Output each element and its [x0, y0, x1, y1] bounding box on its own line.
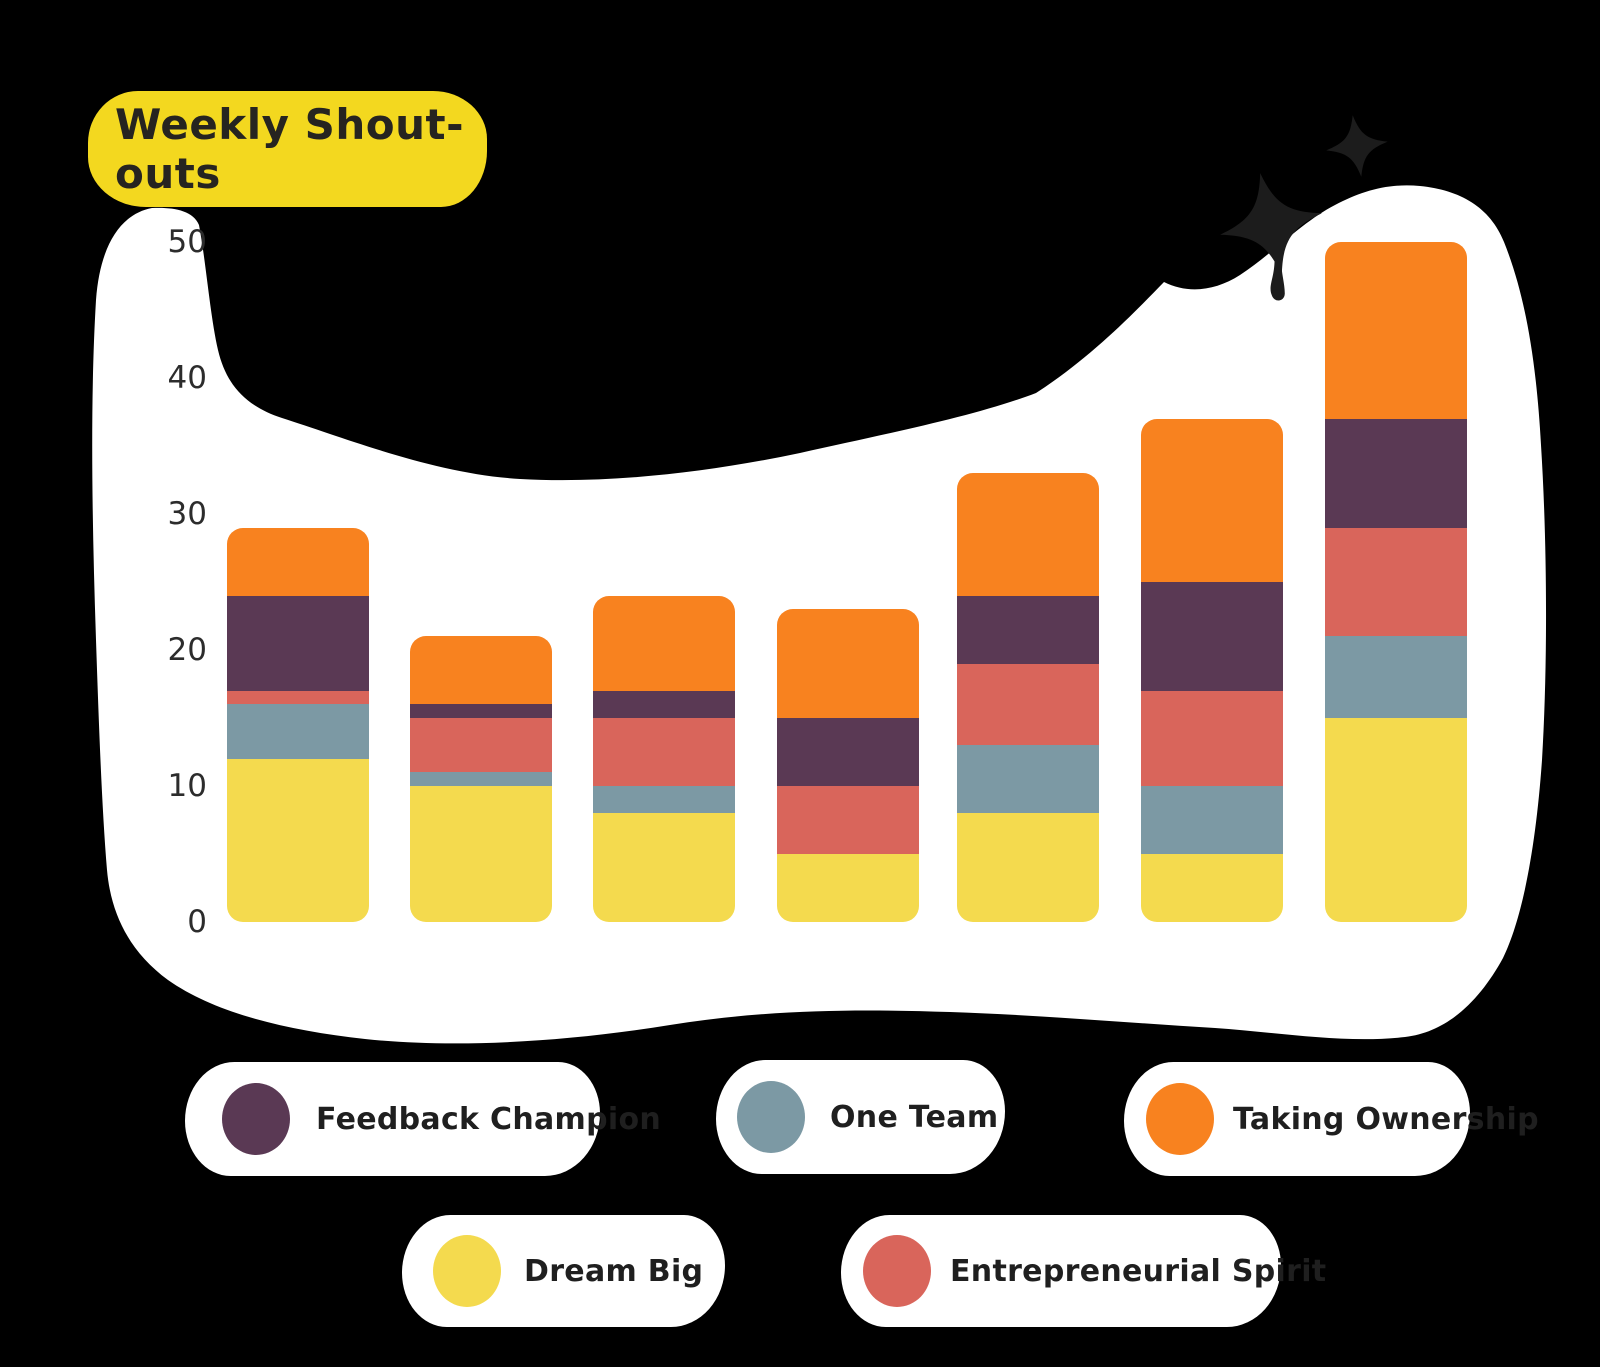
bar-7 [1325, 242, 1467, 922]
bar-5 [957, 473, 1099, 922]
legend-item-feedback-champion: Feedback Champion [185, 1062, 661, 1176]
bar-3-segment-one-team [593, 785, 735, 814]
y-axis-label-0: 0 [187, 904, 207, 940]
sparkle-icon-small [1326, 115, 1388, 177]
y-axis-label-50: 50 [167, 224, 207, 260]
bar-4 [777, 609, 919, 922]
bar-6-segment-taking-ownership [1141, 418, 1283, 582]
bar-6-segment-one-team [1141, 785, 1283, 854]
entrepreneurial-spirit-swatch-icon [863, 1235, 931, 1307]
bar-6-segment-entrepreneurial-spirit [1141, 690, 1283, 786]
sparkle-icon-large [1220, 173, 1322, 301]
bar-4-segment-taking-ownership [777, 609, 919, 718]
bar-7-segment-entrepreneurial-spirit [1325, 527, 1467, 637]
bar-5-segment-one-team [957, 745, 1099, 814]
legend-item-one-team: One Team [716, 1060, 1005, 1174]
bar-2-segment-taking-ownership [410, 636, 552, 705]
bar-1-segment-one-team [227, 704, 369, 759]
legend-label: One Team [830, 1099, 999, 1135]
bar-1-segment-taking-ownership [227, 527, 369, 596]
y-axis-label-20: 20 [167, 632, 207, 668]
legend-item-dream-big: Dream Big [402, 1215, 725, 1327]
bar-2-segment-dream-big [410, 785, 552, 922]
bar-3-segment-dream-big [593, 813, 735, 922]
bar-7-segment-feedback-champion [1325, 418, 1467, 528]
bar-4-segment-feedback-champion [777, 717, 919, 786]
legend-label: Feedback Champion [316, 1101, 662, 1137]
bar-3-segment-entrepreneurial-spirit [593, 717, 735, 786]
bar-7-segment-taking-ownership [1325, 242, 1467, 419]
bar-6 [1141, 418, 1283, 922]
legend-item-taking-ownership: Taking Ownership [1124, 1062, 1539, 1176]
bar-3 [593, 595, 735, 922]
one-team-swatch-icon [737, 1081, 805, 1153]
bar-2 [410, 636, 552, 922]
legend-label: Dream Big [524, 1253, 704, 1289]
y-axis-label-10: 10 [167, 768, 207, 804]
bar-5-segment-entrepreneurial-spirit [957, 663, 1099, 746]
bar-1-segment-entrepreneurial-spirit [227, 690, 369, 705]
bar-5-segment-taking-ownership [957, 473, 1099, 596]
legend-label: Taking Ownership [1233, 1101, 1539, 1137]
y-axis-label-40: 40 [167, 360, 207, 396]
feedback-champion-swatch-icon [222, 1083, 290, 1155]
taking-ownership-swatch-icon [1146, 1083, 1214, 1155]
bar-3-segment-feedback-champion [593, 690, 735, 718]
bar-1 [227, 527, 369, 922]
page-title: Weekly Shout-outs [115, 100, 465, 198]
dream-big-swatch-icon [433, 1235, 501, 1307]
bar-6-segment-dream-big [1141, 853, 1283, 922]
y-axis-label-30: 30 [167, 496, 207, 532]
bar-7-segment-one-team [1325, 636, 1467, 718]
bar-7-segment-dream-big [1325, 717, 1467, 922]
bar-4-segment-entrepreneurial-spirit [777, 785, 919, 854]
legend-label: Entrepreneurial Spirit [950, 1253, 1327, 1289]
bar-4-segment-dream-big [777, 853, 919, 922]
bar-1-segment-feedback-champion [227, 595, 369, 691]
title-badge: Weekly Shout-outs [88, 91, 487, 207]
bar-2-segment-entrepreneurial-spirit [410, 717, 552, 773]
bar-1-segment-dream-big [227, 758, 369, 922]
bar-5-segment-feedback-champion [957, 595, 1099, 664]
bar-5-segment-dream-big [957, 813, 1099, 922]
bar-2-segment-one-team [410, 772, 552, 786]
bar-6-segment-feedback-champion [1141, 581, 1283, 691]
bar-2-segment-feedback-champion [410, 704, 552, 718]
bar-3-segment-taking-ownership [593, 595, 735, 691]
legend-item-entrepreneurial-spirit: Entrepreneurial Spirit [841, 1215, 1326, 1327]
